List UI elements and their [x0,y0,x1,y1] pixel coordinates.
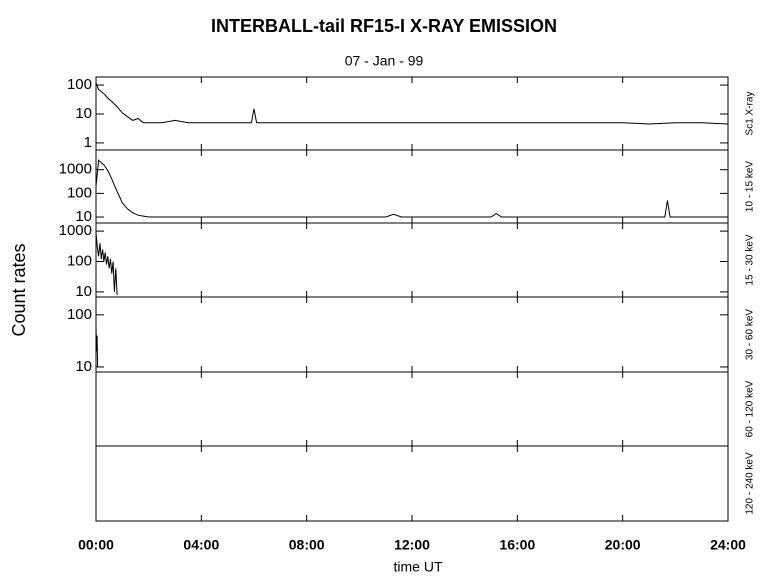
y-axis-label: Count rates [9,243,29,336]
series-label: Sc1 X-ray [745,92,756,136]
series-label: 10 - 15 keV [745,161,756,212]
data-line [95,82,729,125]
x-tick-label: 16:00 [499,537,535,553]
y-tick-label: 10 [75,105,92,122]
panel-frame [95,76,729,151]
y-tick-label: 100 [67,76,92,93]
y-tick-label: 100 [67,184,92,201]
y-tick-label: 10 [75,283,92,300]
panel-frame [95,296,729,373]
y-tick-label: 1000 [59,222,92,239]
series-label: 60 - 120 keV [745,380,756,437]
data-line [95,232,118,295]
y-tick-label: 100 [67,306,92,323]
y-tick-label: 10 [75,358,92,375]
x-tick-label: 12:00 [394,537,430,553]
x-tick-label: 20:00 [605,537,641,553]
x-tick-label: 08:00 [289,537,325,553]
data-line [95,159,728,218]
panel-frame [95,371,729,447]
y-tick-label: 10 [75,208,92,225]
x-tick-label: 00:00 [78,537,114,553]
series-label: 30 - 60 keV [745,309,756,360]
chart-subtitle: 07 - Jan - 99 [345,53,424,69]
panel-frame [95,222,729,298]
series-label: 15 - 30 keV [745,234,756,285]
x-tick-label: 24:00 [710,537,746,553]
panel-frame [95,445,729,522]
chart-title: INTERBALL-tail RF15-I X-RAY EMISSION [211,16,557,36]
x-tick-label: 04:00 [183,537,219,553]
y-tick-label: 1 [84,134,92,151]
data-line [95,326,99,368]
panel-frame [95,149,729,224]
series-label: 120 - 240 keV [745,452,756,515]
y-tick-label: 100 [67,252,92,269]
y-tick-label: 1000 [59,161,92,178]
x-axis-label: time UT [394,559,443,575]
